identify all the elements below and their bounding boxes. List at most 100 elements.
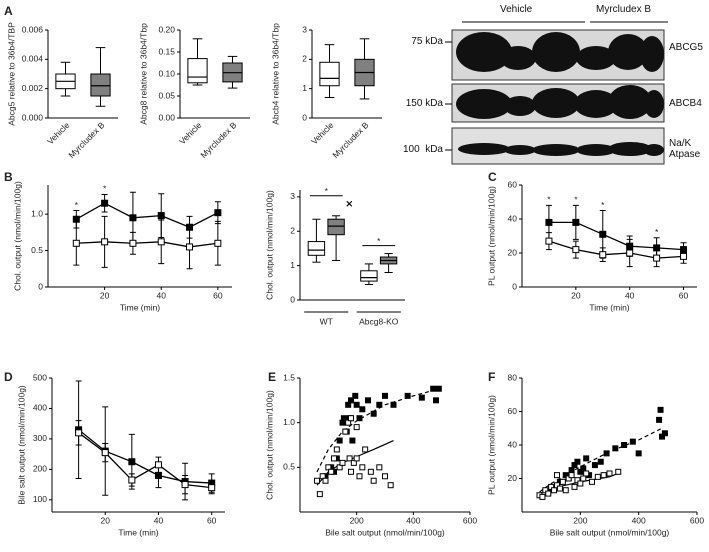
point xyxy=(339,459,346,466)
y-tick-label: 3 xyxy=(290,191,295,201)
panel-label: A xyxy=(4,4,13,18)
chart: 0.00 0.05 0.10 0.15 0.20 Abcg8 relative to 36… xyxy=(138,23,250,160)
y-tick-label: 1.0 xyxy=(31,208,43,218)
x-axis-label: Time (min) xyxy=(589,302,629,312)
point xyxy=(353,455,360,462)
y-tick-label: 2 xyxy=(290,226,295,236)
point xyxy=(342,428,349,435)
point xyxy=(591,462,598,469)
point xyxy=(340,415,347,422)
point xyxy=(545,490,552,497)
chart: 100 200 300 400 500 Bile salt output (nmol/mi… xyxy=(16,372,225,537)
x-tick-label: 200 xyxy=(350,515,364,525)
point xyxy=(214,239,222,247)
point xyxy=(316,491,323,498)
chart: 20 40 60 80 PL output (nmol/min/100g) 200 400 6… xyxy=(486,372,704,537)
y-axis-label: Bile salt output (nmol/min/100g) xyxy=(16,385,26,505)
y-tick-label: 0.5 xyxy=(283,462,295,472)
point xyxy=(129,214,137,222)
point xyxy=(435,385,442,392)
y-tick-label: 1.0 xyxy=(283,417,295,427)
point xyxy=(359,406,366,413)
annotation: * xyxy=(547,195,551,205)
point xyxy=(657,406,664,413)
y-tick-label: 0.15 xyxy=(158,46,175,56)
point xyxy=(580,475,587,482)
y-tick-label: 1 xyxy=(302,83,307,93)
panel-label: C xyxy=(488,170,497,184)
annotation: * xyxy=(601,200,605,210)
x-axis-label: Time (min) xyxy=(120,302,160,312)
point xyxy=(353,424,360,431)
x-tick-label: 600 xyxy=(690,515,704,525)
y-tick-label: 1.5 xyxy=(283,372,295,382)
point xyxy=(382,473,388,480)
y-tick-label: 400 xyxy=(33,403,47,413)
point xyxy=(349,437,356,444)
point xyxy=(545,237,553,245)
series-line xyxy=(548,221,684,251)
point xyxy=(157,238,165,246)
point xyxy=(154,461,162,469)
y-axis-label: Chol. output (nmol/min/100g) xyxy=(264,390,274,500)
point xyxy=(621,442,628,448)
point xyxy=(612,445,619,452)
y-tick-label: 100 xyxy=(33,494,47,504)
point xyxy=(404,392,411,399)
y-tick-label: 500 xyxy=(33,372,47,382)
x-tick-label: WT xyxy=(320,316,333,326)
point xyxy=(356,415,363,422)
annotation: * xyxy=(75,200,79,210)
x-axis-label: Bile salt output (nmol/min/100g) xyxy=(550,527,670,537)
box xyxy=(319,61,340,87)
y-tick-label: 2 xyxy=(302,54,307,64)
panel-label: F xyxy=(488,370,495,384)
x-axis-label: Time (min) xyxy=(118,527,158,537)
x-tick-label: Myrcludex B xyxy=(198,120,238,160)
x-tick-label: 600 xyxy=(463,515,477,525)
point xyxy=(333,446,340,453)
point xyxy=(580,465,587,472)
x-tick-label: Myrcludex B xyxy=(66,120,106,160)
point xyxy=(356,473,363,480)
point xyxy=(157,212,165,220)
y-tick-label: 0 xyxy=(302,112,307,122)
point xyxy=(322,477,329,484)
x-tick-label: 60 xyxy=(213,290,223,300)
y-axis-label: Abcg8 relative to 36b4/Tbp xyxy=(138,23,148,125)
y-tick-label: 20 xyxy=(508,473,518,483)
point xyxy=(72,239,80,247)
outlier xyxy=(346,200,353,207)
point xyxy=(574,458,581,465)
y-axis-label: Abcg5 relative to 36b4/TBP xyxy=(6,22,16,126)
point xyxy=(186,243,194,251)
point xyxy=(348,468,354,475)
x-tick-label: 40 xyxy=(156,290,166,300)
point xyxy=(594,473,601,480)
annotation: * xyxy=(103,184,107,194)
x-tick-label: 400 xyxy=(406,515,420,525)
point xyxy=(599,251,607,259)
point xyxy=(629,438,636,445)
bands xyxy=(456,32,664,156)
y-tick-label: 3 xyxy=(302,24,307,34)
x-tick-label: Myrcludex B xyxy=(330,120,370,160)
point xyxy=(433,397,439,404)
point xyxy=(348,397,354,404)
point xyxy=(680,252,688,260)
annotation: * xyxy=(655,227,659,237)
x-tick-label: 60 xyxy=(207,515,217,525)
y-tick-label: 60 xyxy=(508,179,518,189)
point xyxy=(101,199,109,207)
point xyxy=(568,467,575,474)
x-tick-label: Vehicle xyxy=(309,120,336,147)
point xyxy=(545,218,553,226)
y-axis-label: Chol. output (nmol/min/100g) xyxy=(12,181,22,291)
box xyxy=(360,270,378,282)
point xyxy=(571,483,578,490)
y-tick-label: 20 xyxy=(508,247,518,257)
point xyxy=(382,392,388,399)
x-tick-label: 400 xyxy=(632,515,646,525)
chart: 0.5 1.0 1.5 Chol. output (nmol/min/100g) 200… xyxy=(264,372,477,537)
point xyxy=(208,484,216,492)
